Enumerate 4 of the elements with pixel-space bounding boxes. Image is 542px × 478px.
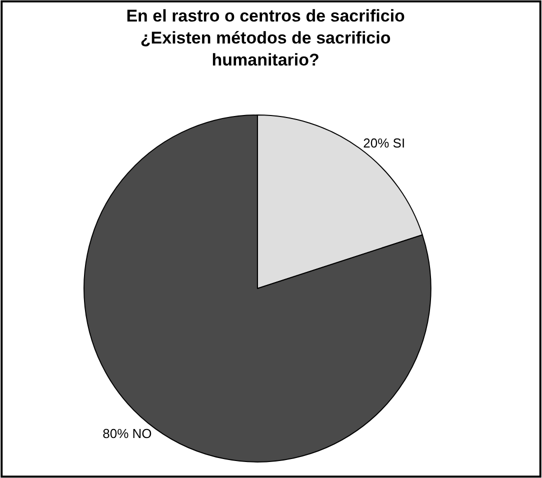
slice-label: 80% NO [102,426,152,442]
chart-title: En el rastro o centros de sacrificio ¿Existen métodos de sacrificio humanitario? [126,6,405,70]
pie-slice [84,114,432,462]
slice-label: 20% SI [363,136,406,151]
